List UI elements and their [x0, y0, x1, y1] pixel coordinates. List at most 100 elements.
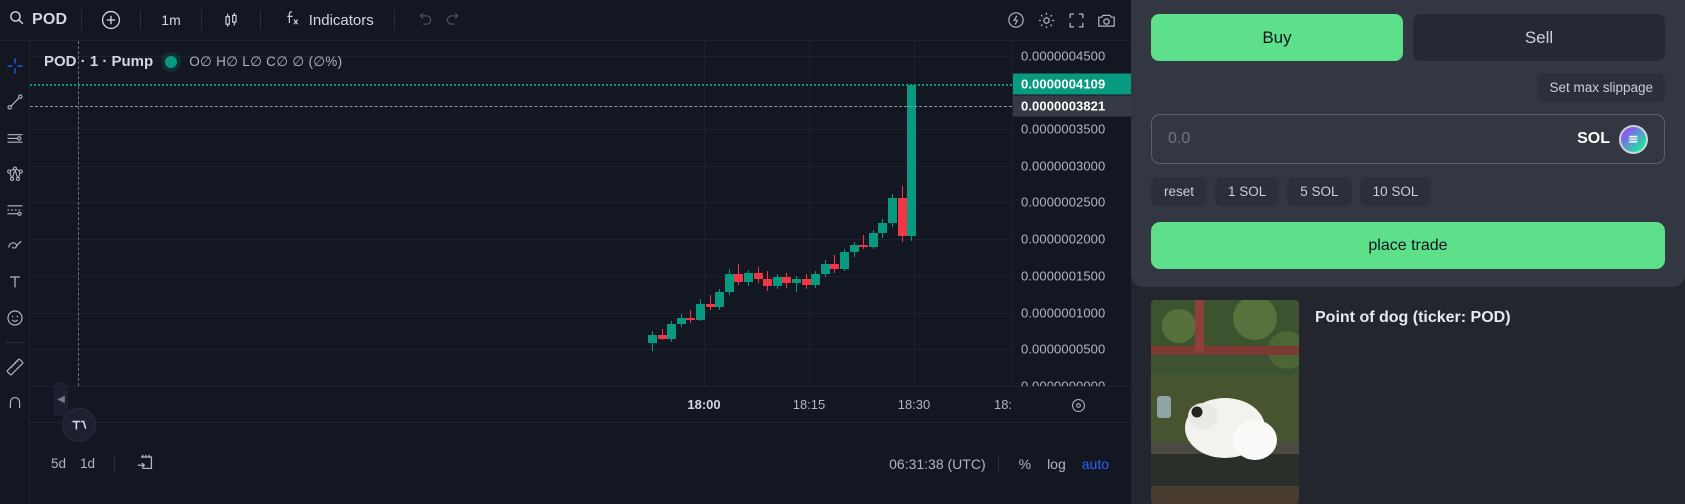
range-1d[interactable]: 1d [80, 456, 96, 471]
magnet-icon[interactable] [2, 386, 28, 420]
solana-icon [1619, 124, 1648, 154]
fullscreen-icon[interactable] [1061, 5, 1091, 35]
chart-bottom-bar: 5d 1d 06:31:38 (UTC) % log auto [30, 422, 1131, 504]
crosshair-horizontal [30, 105, 1012, 107]
brush-icon[interactable] [2, 229, 28, 263]
gridline [30, 55, 1012, 57]
percent-toggle[interactable]: % [1018, 455, 1032, 472]
buy-button[interactable]: Buy [1151, 14, 1403, 61]
camera-icon[interactable] [1091, 5, 1121, 35]
measure-ruler-icon[interactable] [2, 350, 28, 384]
place-trade-button[interactable]: place trade [1151, 222, 1665, 269]
price-tick: 0.0000002000 [1021, 231, 1106, 247]
crosshair-price-badge: 0.0000003821 [1013, 95, 1132, 117]
calendar-arrow-icon[interactable] [127, 447, 163, 480]
gridline [30, 165, 1012, 167]
chart-toolbar: POD 1m [0, 0, 1131, 41]
trade-card: Buy Sell Set max slippage SOL reset [1131, 0, 1685, 287]
price-tick: 0.0000003000 [1021, 158, 1106, 174]
emoji-icon[interactable] [2, 301, 28, 335]
token-info: Point of dog (ticker: POD) [1131, 300, 1685, 504]
currency-label: SOL [1577, 130, 1610, 147]
time-tick: 18:30 [897, 397, 931, 412]
crosshair-vertical [78, 41, 79, 386]
price-tick: 0.0000004500 [1021, 48, 1106, 64]
quick-10-sol-button[interactable]: 10 SOL [1359, 177, 1432, 206]
candles-icon[interactable] [216, 5, 246, 35]
set-max-slippage-button[interactable]: Set max slippage [1537, 73, 1665, 102]
drawing-toolbar [0, 41, 30, 504]
indicators-button[interactable]: Indicators [275, 6, 380, 34]
divider [997, 454, 999, 473]
time-tick: 18:00 [687, 397, 721, 412]
price-tick: 0.0000001000 [1021, 305, 1106, 321]
gridline [30, 312, 1012, 314]
chart-panel: POD 1m [0, 0, 1132, 504]
price-tick: 0.0000003500 [1021, 121, 1106, 137]
symbol-label: POD [32, 11, 68, 28]
crosshair-icon[interactable] [2, 49, 28, 83]
range-5d[interactable]: 5d [51, 456, 67, 471]
gear-icon[interactable] [1031, 5, 1061, 35]
divider [114, 454, 116, 473]
tradingview-logo[interactable] [62, 408, 96, 442]
price-tick: 0.0000001500 [1021, 268, 1106, 284]
lightning-icon[interactable] [1001, 5, 1031, 35]
interval-button[interactable]: 1m [161, 12, 181, 28]
amount-input[interactable] [1168, 130, 1578, 148]
trend-line-icon[interactable] [2, 85, 28, 119]
price-plot[interactable] [30, 41, 1012, 386]
price-scale[interactable]: 0.0000004500 0.0000003500 0.0000003000 0.00… [1012, 41, 1132, 394]
auto-toggle[interactable]: auto [1081, 455, 1109, 472]
pitchfork-icon[interactable] [2, 157, 28, 191]
undo-icon[interactable] [409, 5, 439, 35]
quick-5-sol-button[interactable]: 5 SOL [1287, 177, 1352, 206]
quick-amount-row: reset 1 SOL 5 SOL 10 SOL [1151, 177, 1665, 206]
fib-projection-icon[interactable] [2, 193, 28, 227]
time-tick: 18:15 [792, 397, 826, 412]
gridline [809, 41, 810, 386]
indicators-label: Indicators [308, 11, 374, 29]
text-icon[interactable] [2, 265, 28, 299]
trade-sidebar: Buy Sell Set max slippage SOL reset [1131, 0, 1685, 504]
time-scale[interactable]: 18:00 18:15 18:30 18: [30, 386, 1131, 422]
divider [259, 10, 261, 30]
buy-sell-toggle: Buy Sell [1151, 14, 1665, 61]
log-toggle[interactable]: log [1047, 455, 1066, 472]
divider [4, 342, 25, 343]
symbol-search-button[interactable]: POD [8, 9, 67, 31]
gridline [30, 239, 1012, 241]
divider [81, 10, 83, 30]
slippage-row: Set max slippage [1151, 73, 1665, 102]
search-icon [8, 9, 25, 31]
quick-1-sol-button[interactable]: 1 SOL [1215, 177, 1280, 206]
gridline [30, 275, 1012, 277]
gridline [30, 129, 1012, 131]
last-price-line [30, 84, 1012, 87]
chart-area: POD · 1 · Pump O∅ H∅ L∅ C∅ ∅ (∅%) ◀ 0.00… [30, 41, 1132, 504]
last-price-badge: 0.0000004109 [1013, 73, 1132, 95]
candle-series [30, 41, 1012, 386]
gridline [704, 41, 705, 386]
chevron-left-icon[interactable]: ◀ [54, 382, 68, 416]
quick-reset-button[interactable]: reset [1151, 177, 1208, 206]
divider [200, 10, 202, 30]
token-thumbnail[interactable] [1151, 300, 1299, 504]
horizontal-lines-icon[interactable] [2, 121, 28, 155]
redo-icon[interactable] [439, 5, 469, 35]
amount-field[interactable]: SOL [1151, 114, 1665, 164]
gridline [30, 349, 1012, 351]
fx-icon [281, 8, 301, 32]
plus-circle-icon[interactable] [96, 5, 126, 35]
token-name: Point of dog (ticker: POD) [1315, 309, 1511, 326]
price-tick: 0.0000000500 [1021, 341, 1106, 357]
divider [140, 10, 142, 30]
clock-label: 06:31:38 (UTC) [889, 455, 986, 472]
reset-chart-icon[interactable] [1066, 393, 1090, 417]
price-tick: 0.0000002500 [1021, 194, 1106, 210]
time-tick: 18: [993, 397, 1013, 412]
sell-button[interactable]: Sell [1413, 14, 1665, 61]
gridline [30, 202, 1012, 204]
divider [393, 10, 395, 30]
